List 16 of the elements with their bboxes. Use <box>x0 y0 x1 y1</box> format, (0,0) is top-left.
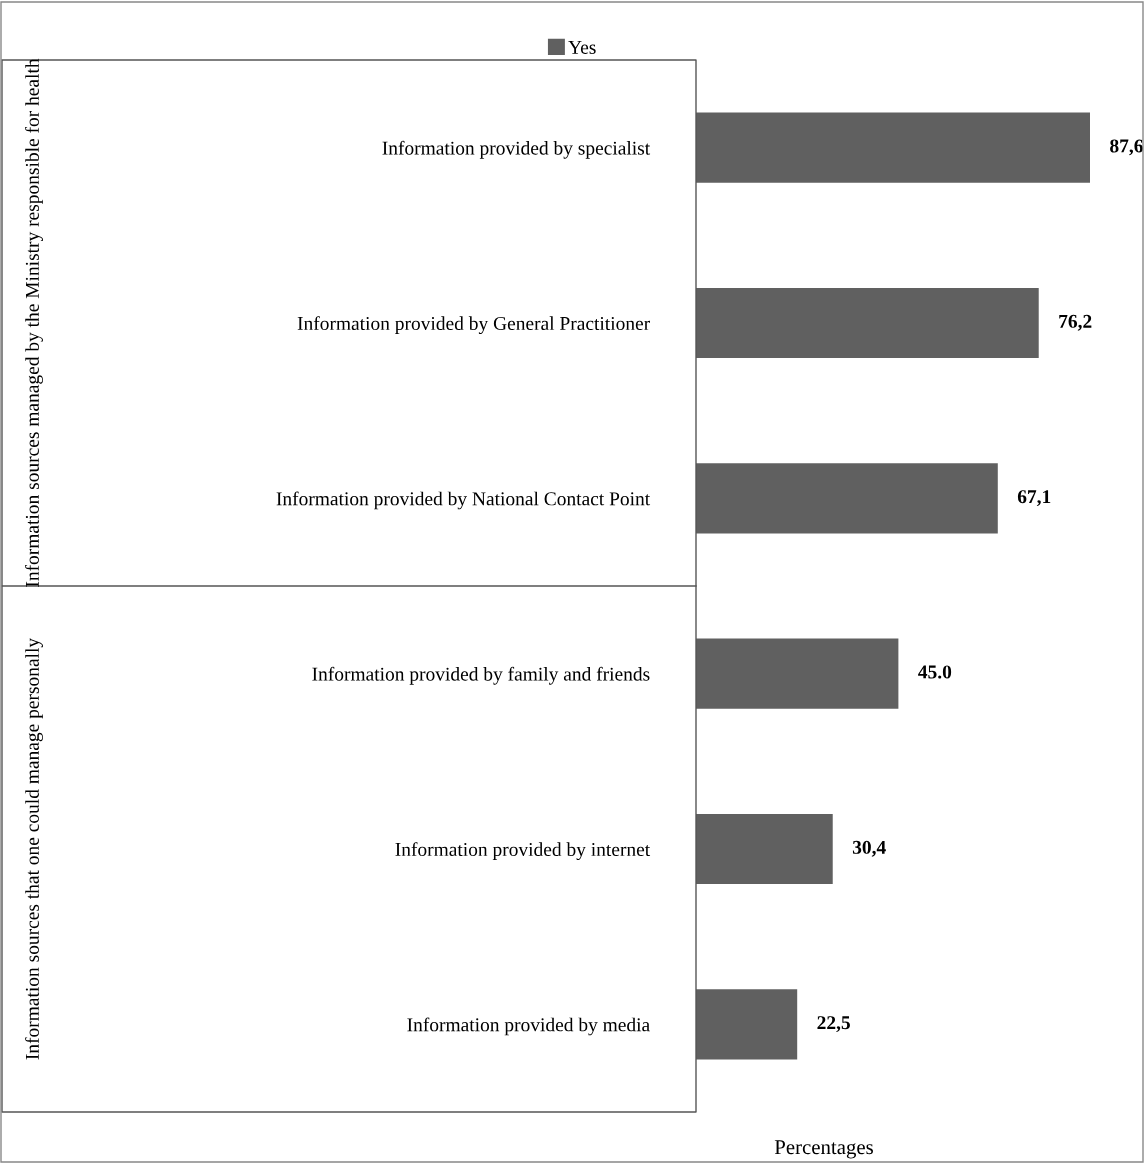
data-label: 76,2 <box>1059 314 1092 331</box>
data-label: 22,5 <box>817 1016 850 1033</box>
text: Information sources managed by the Ministry responsible for health <box>25 58 43 587</box>
x-axis-title: Percentages <box>774 1140 873 1159</box>
y-tick-label: Information provided by specialist <box>382 140 651 159</box>
y-tick-label: Information provided by National Contact Point <box>276 491 651 510</box>
text: Information sources that one could manage personally <box>25 637 43 1060</box>
y-tick-label: Information provided by internet <box>395 842 651 861</box>
data-label: 30,4 <box>852 840 886 857</box>
data-label: 67,1 <box>1017 490 1051 507</box>
y-tick-label: Information provided by family and friends <box>312 666 650 685</box>
data-label: 87,6 <box>1110 139 1143 156</box>
data-label: 45.0 <box>918 665 952 679</box>
legend-label: Yes <box>568 40 596 54</box>
y-tick-label: Information provided by General Practitioner <box>297 316 650 335</box>
y-tick-label: Information provided by media <box>407 1017 650 1036</box>
